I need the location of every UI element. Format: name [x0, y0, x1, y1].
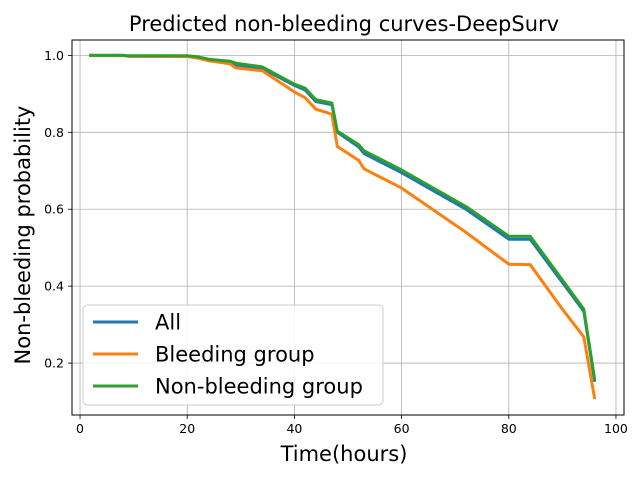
axes-frame	[71, 39, 625, 416]
y-tick-label: 0.6	[44, 202, 64, 217]
y-tick-label: 0.8	[44, 125, 64, 140]
x-axis-label: Time(hours)	[280, 442, 408, 466]
y-axis-ticks: 0.2 0.4 0.6 0.8 1.0	[44, 48, 72, 371]
legend: All Bleeding group Non-bleeding group	[82, 304, 384, 406]
series-layer	[89, 53, 597, 400]
x-axis-ticks: 0 20 40 60 80 100	[76, 415, 628, 436]
x-tick-label: 80	[501, 421, 517, 436]
x-tick-label: 60	[394, 421, 410, 436]
legend-label-all: All	[155, 311, 181, 335]
x-tick-label: 0	[76, 421, 84, 436]
y-axis-label: Non-bleeding probability	[11, 106, 35, 365]
series-line-non-bleeding-group	[89, 53, 597, 381]
x-tick-label: 40	[286, 421, 302, 436]
legend-label-non-bleeding-group: Non-bleeding group	[155, 375, 363, 399]
legend-label-bleeding-group: Bleeding group	[155, 343, 315, 367]
chart-title: Predicted non-bleeding curves-DeepSurv	[129, 12, 559, 36]
y-tick-label: 0.4	[44, 279, 64, 294]
x-tick-label: 20	[179, 421, 195, 436]
y-tick-label: 1.0	[44, 48, 64, 63]
legend-box	[82, 304, 384, 406]
plot-area	[71, 39, 625, 416]
y-tick-label: 0.2	[44, 356, 64, 371]
x-tick-label: 100	[604, 421, 628, 436]
legend-items: All Bleeding group Non-bleeding group	[93, 311, 363, 399]
